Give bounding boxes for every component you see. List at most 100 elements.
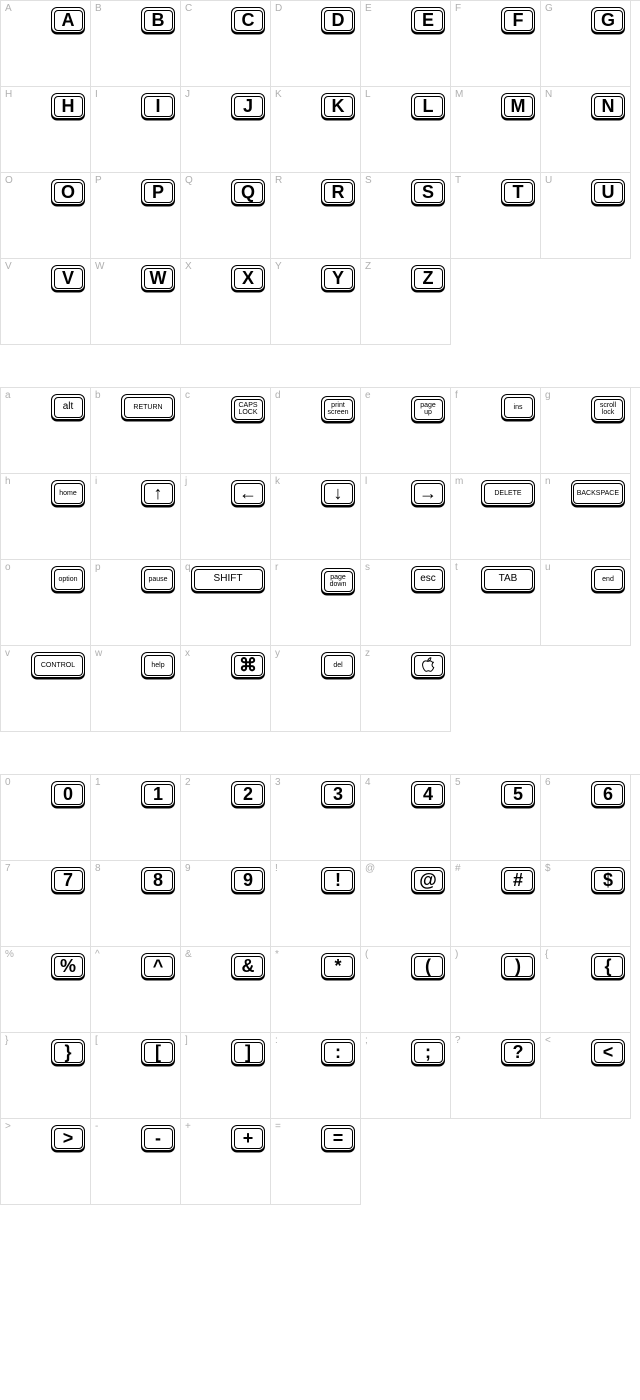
corner-label: G (545, 3, 553, 14)
corner-label: c (185, 390, 190, 401)
glyph-cell: z (361, 646, 451, 732)
keycap: 3 (321, 781, 355, 807)
corner-label: L (365, 89, 371, 100)
keycap: scroll lock (591, 396, 625, 422)
keycap: U (591, 179, 625, 205)
glyph-cell: mDELETE (451, 474, 541, 560)
glyph-cell: ** (271, 947, 361, 1033)
glyph-cell: [[ (91, 1033, 181, 1119)
grid: 00112233445566778899!!@@##$$%%^^&&**(())… (1, 775, 640, 1205)
corner-label: q (185, 562, 191, 573)
glyph-cell: {{ (541, 947, 631, 1033)
keycap: B (141, 7, 175, 33)
glyph-cell: XX (181, 259, 271, 345)
section-lower: aaltbRETURNcCAPS LOCKdprint screenepage … (0, 387, 640, 732)
keycap: print screen (321, 396, 355, 422)
glyph-cell: BB (91, 1, 181, 87)
corner-label: K (275, 89, 282, 100)
glyph-cell: 55 (451, 775, 541, 861)
keycap: } (51, 1039, 85, 1065)
keycap: pause (141, 566, 175, 592)
keycap: alt (51, 394, 85, 420)
glyph-cell: nBACKSPACE (541, 474, 631, 560)
corner-label: ^ (95, 949, 100, 960)
corner-label: A (5, 3, 12, 14)
glyph-cell: 99 (181, 861, 271, 947)
glyph-cell: tTAB (451, 560, 541, 646)
keycap: % (51, 953, 85, 979)
corner-label: + (185, 1121, 191, 1132)
keycap: N (591, 93, 625, 119)
keycap: 5 (501, 781, 535, 807)
corner-label: & (185, 949, 192, 960)
corner-label: C (185, 3, 192, 14)
corner-label: : (275, 1035, 278, 1046)
corner-label: S (365, 175, 372, 186)
keycap: < (591, 1039, 625, 1065)
section-digits: 00112233445566778899!!@@##$$%%^^&&**(())… (0, 774, 640, 1205)
corner-label: 2 (185, 777, 191, 788)
glyph-cell: YY (271, 259, 361, 345)
keycap: - (141, 1125, 175, 1151)
keycap: → (411, 480, 445, 506)
glyph-cell: hhome (1, 474, 91, 560)
glyph-cell: 33 (271, 775, 361, 861)
corner-label: B (95, 3, 102, 14)
keycap: R (321, 179, 355, 205)
keycap: { (591, 953, 625, 979)
glyph-cell: VV (1, 259, 91, 345)
glyph-cell: MM (451, 87, 541, 173)
corner-label: = (275, 1121, 281, 1132)
glyph-cell: CC (181, 1, 271, 87)
corner-label: D (275, 3, 282, 14)
glyph-cell: DD (271, 1, 361, 87)
keycap: ← (231, 480, 265, 506)
glyph-cell: epage up (361, 388, 451, 474)
glyph-cell: FF (451, 1, 541, 87)
glyph-cell: -- (91, 1119, 181, 1205)
glyph-cell: i↑ (91, 474, 181, 560)
glyph-cell: ooption (1, 560, 91, 646)
keycap: ⌘ (231, 652, 265, 678)
keycap: Y (321, 265, 355, 291)
keycap: esc (411, 566, 445, 592)
corner-label: ) (455, 949, 458, 960)
corner-label: w (95, 648, 102, 659)
keycap: T (501, 179, 535, 205)
keycap: 1 (141, 781, 175, 807)
keycap: W (141, 265, 175, 291)
keycap: P (141, 179, 175, 205)
corner-label: @ (365, 863, 375, 874)
glyph-cell: 11 (91, 775, 181, 861)
corner-label: o (5, 562, 11, 573)
corner-label: z (365, 648, 370, 659)
corner-label: 8 (95, 863, 101, 874)
glyph-cell: 66 (541, 775, 631, 861)
keycap: @ (411, 867, 445, 893)
corner-label: ( (365, 949, 368, 960)
corner-label: T (455, 175, 461, 186)
keycap: * (321, 953, 355, 979)
glyph-cell: sesc (361, 560, 451, 646)
keycap: 7 (51, 867, 85, 893)
section-upper: AABBCCDDEEFFGGHHIIJJKKLLMMNNOOPPQQRRSSTT… (0, 0, 640, 345)
corner-label: l (365, 476, 367, 487)
keycap: J (231, 93, 265, 119)
corner-label: < (545, 1035, 551, 1046)
corner-label: t (455, 562, 458, 573)
glyph-cell: NN (541, 87, 631, 173)
corner-label: R (275, 175, 282, 186)
keycap: page up (411, 396, 445, 422)
keycap: + (231, 1125, 265, 1151)
corner-label: u (545, 562, 551, 573)
keycap: F (501, 7, 535, 33)
keycap: V (51, 265, 85, 291)
keycap: home (51, 480, 85, 506)
corner-label: 0 (5, 777, 11, 788)
keycap: I (141, 93, 175, 119)
corner-label: x (185, 648, 190, 659)
keycap: BACKSPACE (571, 480, 625, 506)
corner-label: ! (275, 863, 278, 874)
glyph-cell: HH (1, 87, 91, 173)
glyph-cell: bRETURN (91, 388, 181, 474)
